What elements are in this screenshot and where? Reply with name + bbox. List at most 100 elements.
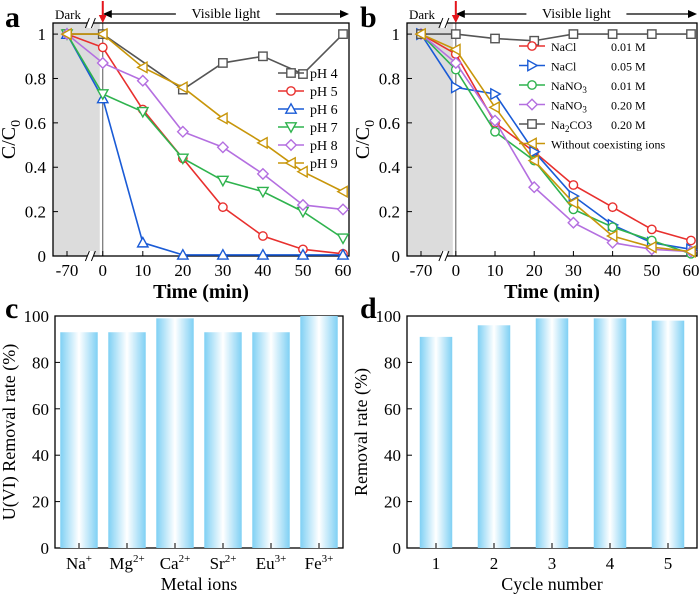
- panel-letter: c: [5, 292, 18, 325]
- bar: [300, 316, 338, 548]
- x-tick-label: 30: [214, 261, 231, 280]
- axis-break-gap: [440, 18, 447, 28]
- legend-label: NaNO3: [551, 79, 587, 95]
- data-point: [450, 80, 463, 94]
- legend-marker: [286, 68, 296, 78]
- y-tick-label: 0.2: [379, 203, 400, 222]
- y-tick-label: 0: [393, 539, 402, 558]
- axis-break-mark: [444, 250, 450, 262]
- axis-break-mark: [90, 17, 96, 29]
- data-point: [217, 58, 228, 68]
- legend-marker: [527, 80, 537, 90]
- bar: [651, 320, 685, 548]
- y-tick-label: 40: [384, 446, 401, 465]
- legend-label: pH 9: [310, 157, 338, 172]
- x-tick-label: Eu3+: [256, 553, 287, 573]
- dark-label: Dark: [55, 7, 81, 22]
- x-axis-label: Metal ions: [161, 574, 238, 594]
- x-tick-label: 2: [490, 554, 499, 573]
- data-point: [216, 141, 230, 154]
- light-arrow-left-head: [102, 10, 112, 18]
- legend-marker: [527, 119, 537, 129]
- axis-break-mark: [438, 250, 444, 262]
- y-tick-label: 20: [32, 493, 49, 512]
- x-tick-label: 1: [432, 554, 441, 573]
- legend-label: NaNO3: [551, 99, 587, 115]
- data-point: [96, 56, 109, 70]
- data-point: [258, 51, 268, 62]
- data-point: [646, 224, 657, 235]
- y-tick-label: 0.6: [25, 114, 46, 133]
- data-point: [607, 202, 618, 213]
- x-tick-label: 20: [526, 261, 543, 280]
- y-tick-label: 80: [384, 353, 401, 372]
- x-tick-label: 10: [134, 261, 151, 280]
- x-tick-label: Na+: [66, 553, 92, 573]
- data-point: [567, 216, 580, 229]
- legend-label: NaCl: [551, 40, 577, 54]
- legend-label: pH 6: [310, 103, 338, 118]
- x-tick-label: 0: [99, 261, 108, 280]
- series-line-1: [420, 33, 692, 251]
- panel-b: 0 0.2 0.4 0.6 0.8 1 -70 0 10 20 30 40 50 60 Time (min)…: [352, 1, 700, 303]
- data-point: [686, 235, 696, 246]
- series-line-2: [420, 33, 692, 255]
- x-tick-label: 30: [565, 261, 582, 280]
- light-arrow-left-head: [455, 10, 465, 18]
- data-point: [256, 167, 270, 181]
- legend-conc: 0.01 M: [611, 79, 646, 93]
- data-point: [176, 80, 188, 94]
- y-tick-label: 1: [38, 25, 47, 44]
- data-point: [336, 248, 350, 260]
- y-tick-label: 0.8: [25, 69, 46, 88]
- series-line-2: [66, 33, 343, 256]
- data-point: [450, 29, 461, 39]
- y-tick-label: 0.4: [379, 158, 401, 177]
- y-tick-label: 60: [32, 400, 49, 419]
- legend-marker: [284, 138, 298, 152]
- plot-frame: [52, 22, 350, 257]
- data-point: [336, 203, 350, 216]
- light-label-bg: [175, 4, 276, 18]
- light-label-bg: [526, 4, 627, 18]
- y-tick-label: 100: [376, 307, 402, 326]
- series-line-0: [420, 33, 692, 242]
- axis-break-mark: [84, 17, 90, 29]
- data-point: [298, 69, 308, 79]
- data-point: [176, 125, 190, 138]
- y-tick-label: 0: [392, 247, 401, 266]
- data-point: [336, 233, 350, 245]
- data-point: [488, 114, 502, 127]
- series-line-3: [66, 33, 344, 239]
- data-point: [296, 248, 310, 260]
- x-tick-label: 60: [683, 261, 700, 280]
- x-tick-label: 0: [452, 261, 461, 280]
- dark-region: [407, 23, 453, 256]
- light-arrow-right-head: [688, 10, 697, 18]
- plot-frame: [54, 315, 344, 549]
- data-point: [296, 165, 308, 179]
- y-tick-label: 40: [32, 446, 49, 465]
- x-tick-label: Fe3+: [305, 553, 334, 573]
- bar: [108, 332, 146, 548]
- data-point: [256, 136, 268, 150]
- x-tick-label: 3: [548, 554, 557, 573]
- series-line-3: [420, 33, 692, 253]
- data-point: [490, 33, 500, 44]
- data-point: [684, 245, 696, 258]
- legend-label: Na2CO3: [551, 118, 592, 134]
- y-axis-label: C/C0: [352, 120, 378, 159]
- y-tick-label: 0.4: [25, 158, 47, 177]
- bar: [419, 336, 453, 548]
- x-tick-label: -70: [56, 261, 79, 280]
- data-point: [490, 126, 500, 137]
- axis-break-gap: [87, 251, 94, 261]
- axis-break-mark: [84, 250, 90, 262]
- legend-conc: 0.20 M: [611, 118, 646, 132]
- series-line-0: [67, 33, 344, 91]
- x-axis-label: Time (min): [153, 281, 249, 303]
- series-line-5: [67, 33, 344, 193]
- data-point: [96, 27, 108, 41]
- data-point: [216, 248, 230, 260]
